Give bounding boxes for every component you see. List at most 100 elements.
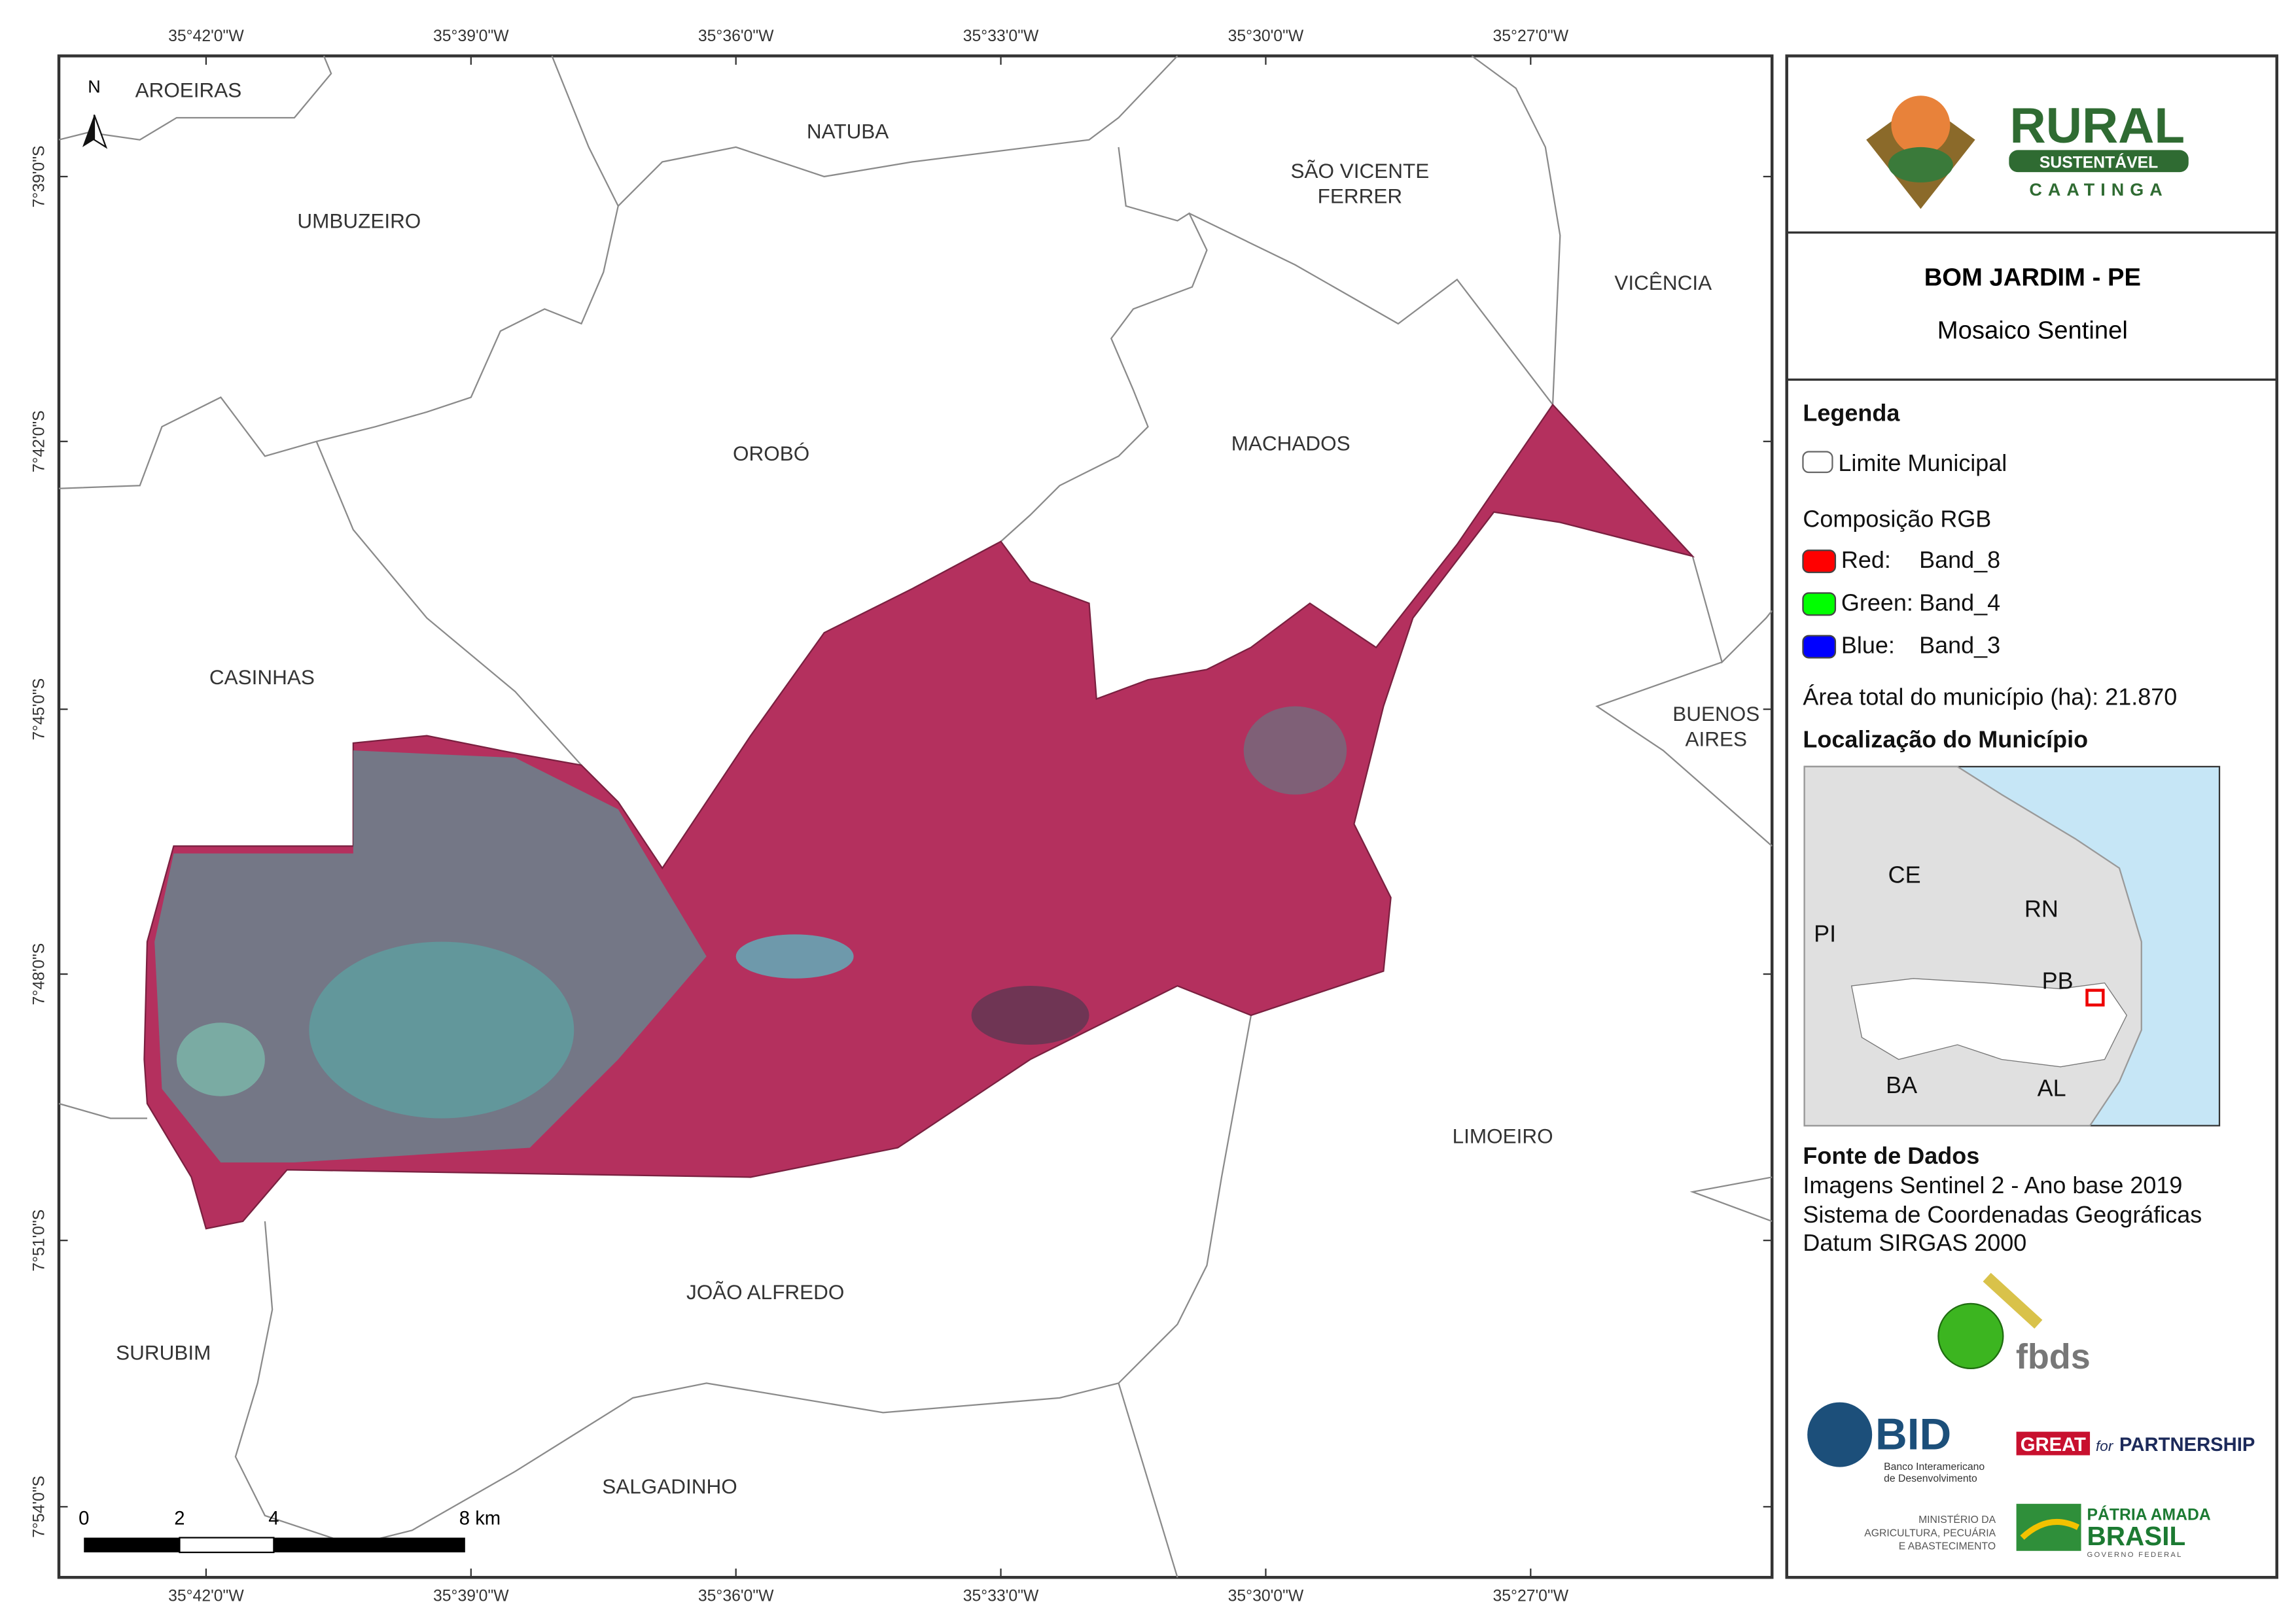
latitude-label: 7°39'0"S <box>31 145 48 207</box>
longitude-label: 35°27'0"W <box>1493 1587 1569 1605</box>
longitude-label: 35°42'0"W <box>168 1587 244 1605</box>
great-for: for <box>2096 1438 2114 1454</box>
inset-state: RN <box>2024 895 2058 922</box>
latitude-label: 7°45'0"S <box>31 678 48 741</box>
boundary <box>1595 555 1773 847</box>
latitude-label: 7°51'0"S <box>31 1210 48 1272</box>
image-texture <box>176 1022 265 1096</box>
coordinate-labels: 35°42'0"W 35°42'0"W 35°39'0"W 35°39'0"W 35°3… <box>31 27 1773 1605</box>
bom-jardim-mosaic <box>143 403 1695 1230</box>
municipality-label: LIMOEIRO <box>1453 1125 1553 1148</box>
longitude-label: 35°36'0"W <box>698 1587 774 1605</box>
great-partnership: PARTNERSHIP <box>2119 1435 2255 1456</box>
logo-text: RURAL <box>2010 98 2185 154</box>
legend-band: Band_4 <box>1919 589 2000 616</box>
inset-state: AL <box>2038 1075 2066 1102</box>
scale-label: 0 <box>79 1508 89 1529</box>
scale-segment <box>84 1537 180 1553</box>
inset-highlight <box>2085 988 2105 1007</box>
scale-label: 8 km <box>459 1508 501 1529</box>
bid-text: BID <box>1875 1410 1951 1459</box>
rural-logo: RURAL SUSTENTÁVEL CAATINGA <box>1866 96 2189 209</box>
governo-text: GOVERNO FEDERAL <box>2087 1551 2183 1559</box>
great-box <box>2016 1431 2091 1456</box>
area-label: Área total do município (ha): 21.870 <box>1803 683 2177 710</box>
municipal-boundaries <box>58 55 1773 1578</box>
latitude-label: 7°54'0"S <box>31 1476 48 1538</box>
longitude-label: 35°33'0"W <box>963 27 1039 45</box>
legend-label: Limite Municipal <box>1838 449 2007 476</box>
boundary <box>58 56 619 489</box>
image-texture <box>971 986 1089 1045</box>
municipality-label: JOÃO ALFREDO <box>686 1280 844 1304</box>
legend-channel: Red: <box>1841 546 1891 573</box>
logo-tree <box>1888 147 1953 183</box>
image-texture <box>1243 706 1347 795</box>
ministry-text: MINISTÉRIO DA <box>1918 1513 1996 1526</box>
longitude-label: 35°36'0"W <box>698 27 774 45</box>
scale-bar: 0 2 4 8 km <box>79 1508 501 1554</box>
map-frame: N 0 2 4 8 km AROEIRAS NATUBA UMBUZEIRO SÃO … <box>31 27 1774 1605</box>
longitude-label: 35°27'0"W <box>1493 27 1569 45</box>
municipality-label: UMBUZEIRO <box>297 209 421 233</box>
longitude-label: 35°42'0"W <box>168 27 244 45</box>
longitude-label: 35°30'0"W <box>1228 1587 1304 1605</box>
boundary <box>1471 55 1561 405</box>
source-line: Datum SIRGAS 2000 <box>1803 1229 2026 1256</box>
longitude-label: 35°39'0"W <box>433 27 509 45</box>
scale-segment <box>179 1537 275 1554</box>
legend-channel: Blue: <box>1841 632 1895 659</box>
legend-swatch <box>1802 451 1833 474</box>
inset-state: BA <box>1886 1072 1917 1098</box>
source-line: Sistema de Coordenadas Geográficas <box>1803 1201 2202 1228</box>
logo-text: CAATINGA <box>2029 180 2168 200</box>
boundary <box>1188 213 1553 406</box>
municipality-label: NATUBA <box>807 119 889 143</box>
partner-logos: fbds BID Banco Interamericano de Desenvo… <box>1807 1272 2255 1559</box>
legend-label: Composição RGB <box>1803 505 1991 532</box>
scale-segment <box>274 1537 465 1553</box>
boundary <box>1000 147 1208 542</box>
logo-sun <box>1891 96 1951 155</box>
latitude-label: 7°48'0"S <box>31 943 48 1005</box>
legend-heading: Legenda <box>1803 399 1900 426</box>
brasil-text: BRASIL <box>2087 1521 2186 1551</box>
fbds-ball <box>1937 1302 2004 1369</box>
municipality-label: CASINHAS <box>209 665 315 689</box>
boundary <box>315 441 582 766</box>
municipality-label: AROEIRAS <box>135 78 242 101</box>
source-line: Imagens Sentinel 2 - Ano base 2019 <box>1803 1172 2182 1198</box>
longitude-label: 35°30'0"W <box>1228 27 1304 45</box>
map-title: BOM JARDIM - PE <box>1924 263 2141 291</box>
municipality-label: AIRES <box>1685 727 1746 750</box>
longitude-label: 35°39'0"W <box>433 1587 509 1605</box>
brasil-flag <box>2016 1503 2081 1551</box>
fbds-text: fbds <box>2016 1337 2091 1376</box>
boundary <box>58 1015 1773 1578</box>
sources-heading: Fonte de Dados <box>1803 1142 1979 1169</box>
ministry-text: AGRICULTURA, PECUÁRIA <box>1864 1526 1996 1539</box>
legend-swatch <box>1802 592 1837 616</box>
municipality-label: BUENOS <box>1672 702 1759 725</box>
scale-label: 4 <box>268 1508 279 1529</box>
municipality-label: SALGADINHO <box>602 1475 737 1498</box>
image-texture <box>735 934 854 979</box>
image-texture <box>309 941 574 1119</box>
municipality-label: VICÊNCIA <box>1614 271 1712 294</box>
logo-band <box>2009 150 2189 173</box>
patria-text: PÁTRIA AMADA <box>2087 1506 2211 1524</box>
brasil-flag-band <box>2020 1519 2080 1540</box>
municipality-labels: AROEIRAS NATUBA UMBUZEIRO SÃO VICENTEFERRER… <box>116 78 1759 1498</box>
scale-label: 2 <box>174 1508 185 1529</box>
location-inset: CE RN PI PB BA AL <box>1803 765 2221 1126</box>
fbds-bar <box>1983 1272 2043 1329</box>
municipality-label: MACHADOS <box>1231 431 1351 455</box>
legend-channel: Green: <box>1841 589 1913 616</box>
municipality-label: FERRER <box>1318 184 1402 207</box>
inset-state: CE <box>1888 862 1921 888</box>
inset-state: PB <box>2042 968 2074 994</box>
latitude-label: 7°42'0"S <box>31 410 48 472</box>
logo-text: SUSTENTÁVEL <box>2040 153 2158 171</box>
